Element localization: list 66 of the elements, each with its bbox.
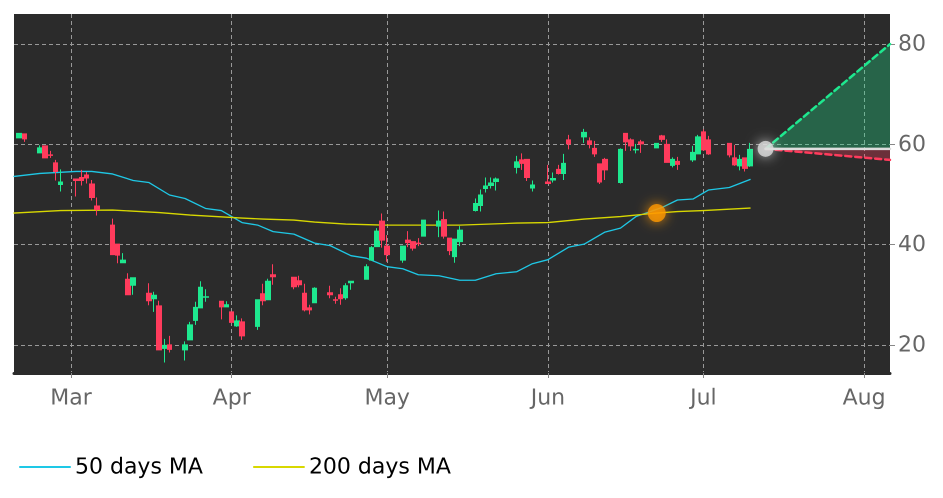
legend-label: 200 days MA	[308, 454, 451, 480]
candlestick	[270, 264, 276, 286]
candlestick	[338, 288, 343, 306]
y-tick-label: 40	[898, 232, 926, 258]
candlestick	[618, 148, 623, 184]
candlestick	[421, 220, 426, 238]
candlestick	[219, 300, 224, 320]
candlestick	[162, 338, 167, 363]
candlestick	[187, 321, 193, 341]
candlestick	[514, 155, 520, 174]
candlestick	[581, 128, 587, 144]
candlestick	[229, 311, 234, 323]
candlestick	[737, 154, 742, 171]
candlestick	[146, 282, 152, 306]
candlestick	[638, 139, 644, 154]
candlestick	[343, 282, 348, 300]
x-tick-label: Apr	[212, 386, 252, 410]
candlestick	[369, 246, 374, 261]
candlestick	[182, 340, 188, 361]
x-tick-label: Mar	[50, 386, 93, 410]
candlestick	[130, 277, 136, 296]
legend-label: 50 days MA	[75, 454, 203, 480]
candlestick	[441, 211, 447, 240]
candlestick	[732, 144, 737, 166]
x-tick-label: Aug	[842, 386, 886, 410]
candlestick	[151, 291, 157, 312]
candlestick	[556, 164, 561, 175]
candlestick	[239, 318, 245, 340]
candlestick	[312, 286, 317, 304]
candlestick	[654, 142, 659, 149]
candlestick	[545, 164, 551, 184]
x-tick-label: Jun	[528, 386, 566, 410]
candlestick	[436, 210, 442, 238]
candlestick	[348, 280, 354, 290]
candlestick	[400, 246, 406, 264]
candlestick	[156, 300, 162, 350]
candlestick	[592, 140, 597, 158]
candlestick	[125, 272, 131, 296]
candlestick	[550, 172, 556, 183]
y-tick-label: 60	[898, 132, 926, 157]
candlestick	[675, 156, 680, 170]
y-tick-label: 20	[898, 332, 926, 358]
candlestick	[374, 228, 380, 248]
candlestick	[364, 264, 369, 280]
x-tick-label: May	[364, 386, 410, 410]
candlestick	[260, 283, 266, 306]
candlestick	[447, 238, 452, 256]
candlestick	[747, 142, 753, 168]
candlestick	[566, 134, 571, 150]
candlestick	[224, 300, 229, 308]
candlestick	[561, 153, 566, 180]
candlestick	[727, 142, 732, 158]
candlestick	[167, 335, 172, 353]
candlestick	[327, 285, 333, 299]
candlestick	[587, 136, 592, 149]
candlestick	[234, 314, 240, 328]
candlestick	[742, 157, 748, 172]
candlestick	[333, 296, 338, 304]
candlestick	[255, 299, 260, 330]
candlestick	[530, 180, 535, 192]
candlestick	[670, 156, 675, 168]
y-tick-label: 80	[898, 32, 926, 57]
x-tick-label: Jul	[688, 386, 717, 410]
candlestick	[633, 143, 639, 154]
candlestick	[120, 252, 126, 264]
candlestick	[265, 278, 271, 300]
